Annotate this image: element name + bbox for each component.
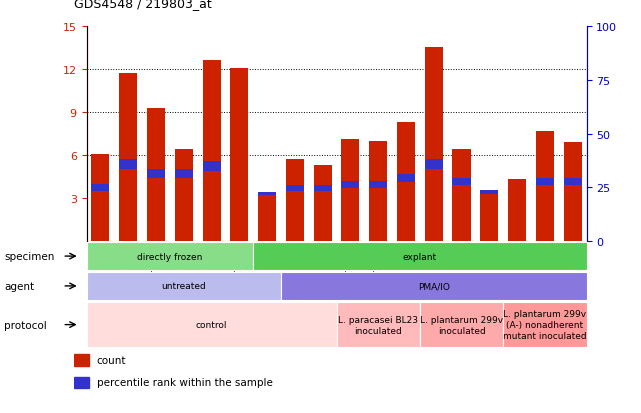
Bar: [203, 61, 221, 242]
FancyBboxPatch shape: [87, 302, 337, 348]
Bar: [480, 193, 498, 242]
Bar: [369, 181, 387, 189]
Bar: [147, 109, 165, 242]
FancyBboxPatch shape: [281, 272, 587, 301]
Bar: [313, 166, 331, 242]
Bar: [480, 190, 498, 195]
Text: agent: agent: [4, 281, 35, 291]
Text: L. plantarum 299v
inoculated: L. plantarum 299v inoculated: [420, 315, 503, 335]
FancyBboxPatch shape: [253, 242, 587, 271]
Bar: [74, 377, 89, 388]
Bar: [258, 195, 276, 242]
Bar: [536, 131, 554, 242]
Bar: [425, 48, 443, 242]
Text: untreated: untreated: [162, 282, 206, 291]
Text: protocol: protocol: [4, 320, 47, 330]
Bar: [175, 150, 193, 242]
Bar: [119, 160, 137, 170]
Bar: [397, 174, 415, 183]
Bar: [342, 181, 360, 189]
Text: GDS4548 / 219803_at: GDS4548 / 219803_at: [74, 0, 212, 10]
Bar: [508, 180, 526, 242]
Bar: [563, 143, 581, 242]
Bar: [563, 178, 581, 186]
Bar: [342, 140, 360, 242]
Text: directly frozen: directly frozen: [137, 252, 203, 261]
FancyBboxPatch shape: [87, 242, 253, 271]
Text: L. paracasei BL23
inoculated: L. paracasei BL23 inoculated: [338, 315, 418, 335]
Bar: [203, 161, 221, 171]
FancyBboxPatch shape: [420, 302, 503, 348]
Text: control: control: [196, 320, 228, 329]
Text: explant: explant: [403, 252, 437, 261]
Text: count: count: [97, 355, 126, 365]
Bar: [119, 74, 137, 242]
Bar: [230, 69, 248, 242]
FancyBboxPatch shape: [503, 302, 587, 348]
Bar: [313, 186, 331, 192]
Text: L. plantarum 299v
(A-) nonadherent
mutant inoculated: L. plantarum 299v (A-) nonadherent mutan…: [503, 309, 587, 340]
FancyBboxPatch shape: [337, 302, 420, 348]
Bar: [425, 160, 443, 170]
Text: PMA/IO: PMA/IO: [418, 282, 450, 291]
Bar: [147, 170, 165, 178]
Bar: [536, 178, 554, 186]
Text: percentile rank within the sample: percentile rank within the sample: [97, 377, 272, 387]
Bar: [453, 178, 470, 186]
Bar: [258, 193, 276, 196]
Bar: [175, 170, 193, 178]
Bar: [74, 354, 89, 366]
Bar: [369, 141, 387, 242]
FancyBboxPatch shape: [87, 272, 281, 301]
Text: specimen: specimen: [4, 252, 54, 261]
Bar: [453, 150, 470, 242]
Bar: [92, 154, 110, 242]
Bar: [286, 160, 304, 242]
Bar: [397, 123, 415, 242]
Bar: [286, 186, 304, 192]
Bar: [92, 184, 110, 192]
